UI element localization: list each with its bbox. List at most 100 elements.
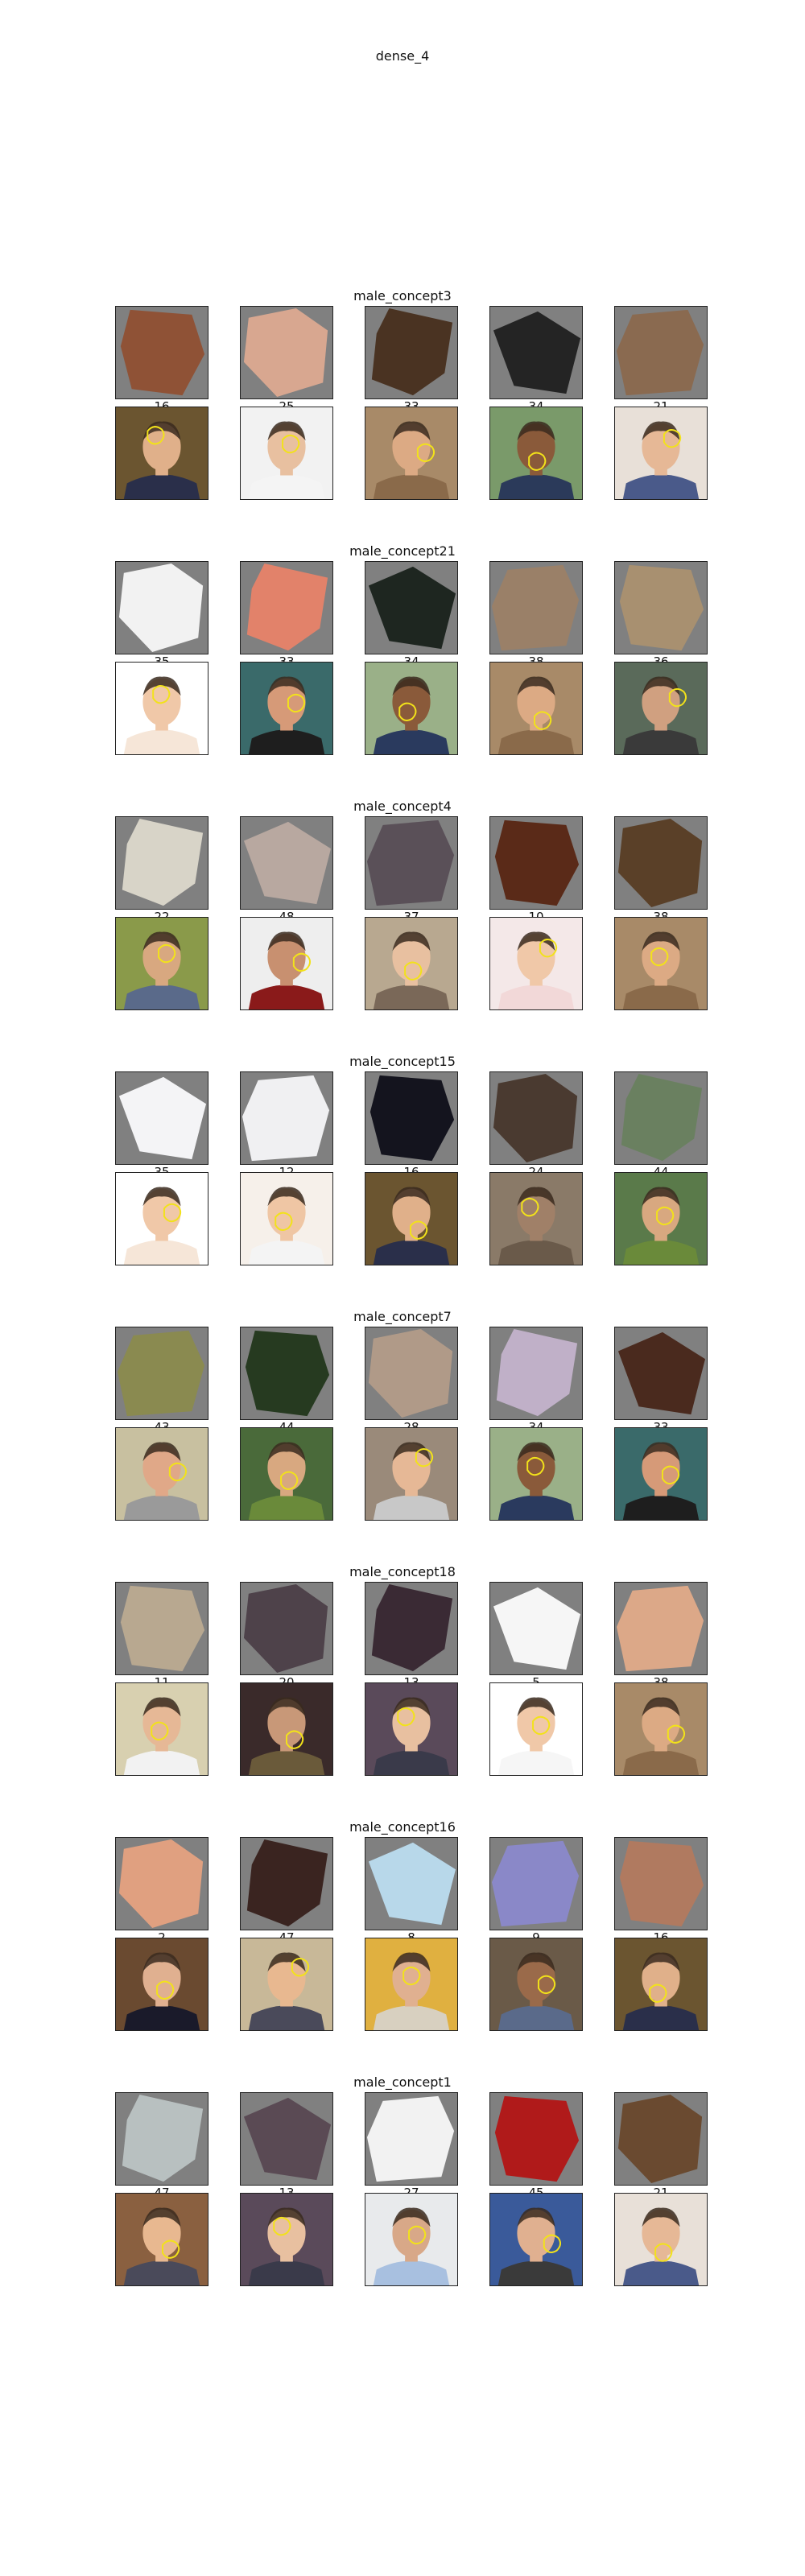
face-photo: [489, 1938, 583, 2031]
face-image: [490, 663, 582, 754]
face-photo: [365, 1172, 458, 1265]
face-image: [116, 663, 208, 754]
patch-shape: [368, 1328, 453, 1418]
concept-patch: [115, 2092, 208, 2186]
face-image: [615, 2194, 707, 2285]
face-image: [116, 2194, 208, 2285]
patch-shape: [616, 309, 704, 396]
concept-section: male_concept14713274521: [0, 2074, 805, 2308]
face-image: [490, 1683, 582, 1775]
concept-patch: [240, 1837, 333, 1930]
patch-shape: [122, 2094, 204, 2182]
face-photo: [365, 407, 458, 500]
face-image: [241, 2194, 332, 2285]
concept-section: male_concept153512162444: [0, 1054, 805, 1287]
concept-patch: [365, 816, 458, 910]
face-photo: [365, 2193, 458, 2286]
face-photo: [240, 1427, 333, 1521]
concept-section: male_concept162478916: [0, 1819, 805, 2053]
face-photo: [489, 407, 583, 500]
concept-patch: [365, 561, 458, 654]
concept-patch: [115, 1327, 208, 1420]
face-image: [116, 1938, 208, 2030]
face-photo: [614, 2193, 708, 2286]
concept-patch: [240, 816, 333, 910]
concept-patch: [614, 2092, 708, 2186]
face-image: [490, 407, 582, 499]
face-photo: [240, 2193, 333, 2286]
concept-patch: [115, 561, 208, 654]
face-photo: [240, 1938, 333, 2031]
section-title: male_concept1: [353, 2074, 452, 2090]
face-image: [615, 1938, 707, 2030]
face-image: [365, 1173, 457, 1265]
patch-shape: [122, 818, 204, 906]
patch-shape: [617, 818, 703, 908]
patch-shape: [117, 1330, 205, 1417]
face-image: [365, 663, 457, 754]
face-image: [241, 1428, 332, 1520]
patch-shape: [243, 2097, 332, 2181]
concept-patch: [614, 561, 708, 654]
face-photo: [115, 1682, 208, 1776]
concept-patch: [365, 1071, 458, 1165]
face-photo: [614, 1682, 708, 1776]
face-photo: [614, 662, 708, 755]
face-photo: [489, 917, 583, 1010]
face-photo: [240, 1682, 333, 1776]
patch-shape: [494, 2095, 580, 2182]
patch-shape: [617, 1331, 706, 1415]
section-title: male_concept15: [349, 1054, 456, 1069]
patch-shape: [246, 1839, 328, 1927]
face-photo: [365, 662, 458, 755]
patch-shape: [371, 308, 453, 396]
face-image: [365, 1938, 457, 2030]
concept-patch: [240, 1071, 333, 1165]
concept-patch: [614, 816, 708, 910]
concept-patch: [240, 2092, 333, 2186]
face-photo: [614, 407, 708, 500]
face-photo: [240, 407, 333, 500]
face-photo: [614, 1427, 708, 1521]
patch-shape: [366, 819, 455, 906]
face-photo: [240, 917, 333, 1010]
patch-shape: [242, 1075, 330, 1162]
concept-patch: [489, 816, 583, 910]
face-image: [615, 1173, 707, 1265]
face-photo: [489, 662, 583, 755]
patch-shape: [621, 1073, 703, 1162]
face-photo: [115, 407, 208, 500]
concept-section: male_concept42248371038: [0, 799, 805, 1032]
concept-section: male_concept213533343836: [0, 543, 805, 777]
patch-shape: [118, 1839, 204, 1929]
face-image: [615, 1683, 707, 1775]
face-image: [116, 1683, 208, 1775]
concept-patch: [115, 1837, 208, 1930]
patch-shape: [491, 564, 580, 651]
face-photo: [489, 2193, 583, 2286]
face-image: [241, 1938, 332, 2030]
face-photo: [365, 1427, 458, 1521]
concept-patch: [489, 1071, 583, 1165]
face-photo: [614, 1938, 708, 2031]
patch-shape: [120, 309, 205, 396]
face-image: [490, 1173, 582, 1265]
concept-section: male_concept74344283433: [0, 1309, 805, 1542]
face-image: [241, 1683, 332, 1775]
concept-patch: [365, 1582, 458, 1675]
patch-shape: [243, 1583, 328, 1674]
concept-patch: [614, 306, 708, 399]
face-image: [365, 407, 457, 499]
concept-section: male_concept18112013538: [0, 1564, 805, 1798]
section-title: male_concept16: [349, 1819, 456, 1835]
face-photo: [115, 917, 208, 1010]
face-image: [490, 1938, 582, 2030]
face-image: [116, 1428, 208, 1520]
patch-shape: [246, 563, 328, 651]
section-title: male_concept3: [353, 288, 452, 303]
face-photo: [489, 1682, 583, 1776]
face-image: [490, 1428, 582, 1520]
face-image: [365, 2194, 457, 2285]
face-photo: [489, 1172, 583, 1265]
concept-patch: [489, 561, 583, 654]
